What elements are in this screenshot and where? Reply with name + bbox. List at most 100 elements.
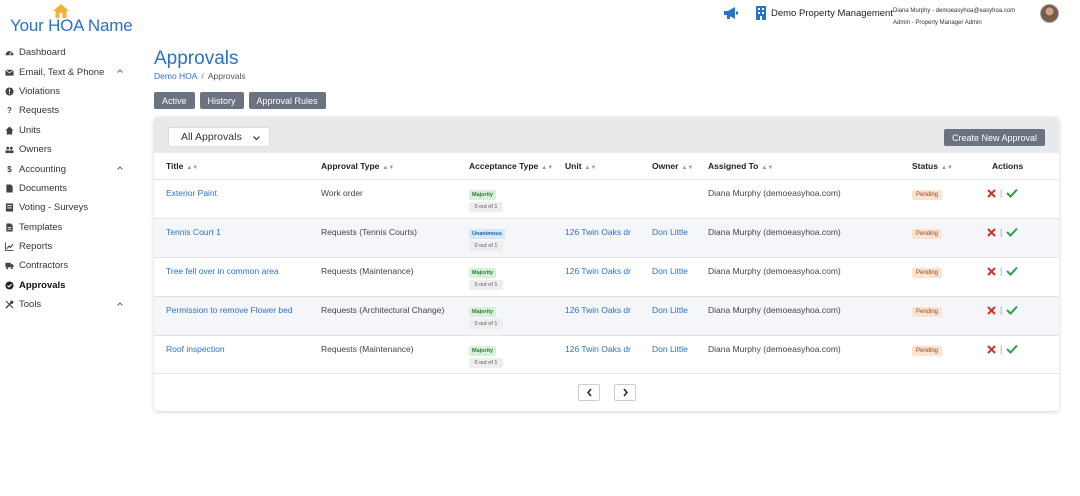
- chevron-up-icon[interactable]: [117, 165, 123, 171]
- sidebar-item-dashboard[interactable]: Dashboard: [0, 43, 135, 62]
- chart-icon: [5, 242, 14, 252]
- chevron-up-icon[interactable]: [117, 68, 123, 74]
- approve-check-icon[interactable]: [1006, 305, 1019, 315]
- reject-x-icon[interactable]: [987, 266, 996, 276]
- column-header-assigned-to[interactable]: Assigned To ▲▼: [708, 161, 773, 171]
- reject-x-icon[interactable]: [987, 344, 996, 354]
- column-header-status[interactable]: Status ▲▼: [912, 161, 953, 171]
- tab-history[interactable]: History: [199, 92, 244, 109]
- assigned-to: Diana Murphy (demoeasyhoa.com): [708, 305, 841, 315]
- action-separator: |: [1000, 227, 1003, 237]
- approval-type: Requests (Maintenance): [321, 266, 414, 276]
- approvals-filter-select[interactable]: All Approvals: [168, 127, 270, 147]
- user-role: Admin - Property Manager Admin: [893, 20, 982, 26]
- action-separator: |: [1000, 305, 1003, 315]
- acceptance-type: Majority 0 out of 1: [469, 188, 503, 212]
- sidebar-item-accounting[interactable]: $ Accounting: [0, 159, 135, 178]
- sidebar-item-templates[interactable]: Templates: [0, 218, 135, 237]
- approve-check-icon[interactable]: [1006, 227, 1019, 237]
- column-header-title[interactable]: Title ▲▼: [166, 161, 198, 171]
- sidebar-item-reports[interactable]: Reports: [0, 237, 135, 256]
- status-badge: Pending: [912, 344, 943, 356]
- approval-title-link[interactable]: Tennis Court 1: [166, 227, 221, 237]
- create-new-approval-button[interactable]: Create New Approval: [943, 129, 1045, 146]
- sidebar-item-label: Owners: [19, 144, 52, 156]
- next-page-button[interactable]: [614, 384, 636, 401]
- tab-active[interactable]: Active: [154, 92, 195, 109]
- unit-link[interactable]: 126 Twin Oaks dr: [565, 266, 631, 276]
- breadcrumb-link-demo-hoa[interactable]: Demo HOA: [154, 71, 198, 81]
- sidebar-item-violations[interactable]: Violations: [0, 82, 135, 101]
- column-header-acceptance-type[interactable]: Acceptance Type ▲▼: [469, 161, 553, 171]
- reject-x-icon[interactable]: [987, 305, 996, 315]
- row-actions: |: [987, 227, 1019, 237]
- owner-link[interactable]: Don Little: [652, 266, 688, 276]
- sort-icon: ▲▼: [186, 165, 199, 171]
- status-badge: Pending: [912, 305, 943, 317]
- sidebar-item-label: Accounting: [19, 163, 67, 175]
- dollar-icon: $: [7, 164, 12, 174]
- row-actions: |: [987, 344, 1019, 354]
- home-icon: [5, 126, 14, 135]
- status-label: Pending: [912, 346, 943, 356]
- sidebar-item-tools[interactable]: Tools: [0, 295, 135, 314]
- breadcrumb-current: Approvals: [207, 71, 246, 81]
- column-header-approval-type[interactable]: Approval Type ▲▼: [321, 161, 394, 171]
- avatar[interactable]: [1040, 4, 1059, 23]
- owner-link[interactable]: Don Little: [652, 344, 688, 354]
- table-row: Tree fell over in common area Requests (…: [154, 257, 1059, 296]
- owner-link[interactable]: Don Little: [652, 227, 688, 237]
- sidebar-item-documents[interactable]: Documents: [0, 179, 135, 198]
- sidebar-item-owners[interactable]: Owners: [0, 140, 135, 159]
- row-actions: |: [987, 188, 1019, 198]
- previous-page-button[interactable]: [578, 384, 600, 401]
- approve-check-icon[interactable]: [1006, 188, 1019, 198]
- approve-check-icon[interactable]: [1006, 266, 1019, 276]
- header-label: Approval Type: [321, 161, 380, 171]
- sidebar-item-label: Approvals: [19, 279, 66, 291]
- approval-title-link[interactable]: Permission to remove Flower bed: [166, 305, 293, 315]
- hoa-logo[interactable]: Your HOA Name: [10, 2, 133, 35]
- sort-icon: ▲▼: [681, 165, 694, 171]
- dashboard-icon: [5, 51, 14, 56]
- unit-link[interactable]: 126 Twin Oaks dr: [565, 344, 631, 354]
- reject-x-icon[interactable]: [987, 227, 996, 237]
- sidebar-item-voting-surveys[interactable]: Voting - Surveys: [0, 198, 135, 217]
- card-header: All Approvals Create New Approval: [154, 117, 1059, 153]
- chevron-up-icon[interactable]: [117, 301, 123, 307]
- reject-x-icon[interactable]: [987, 188, 996, 198]
- sidebar-item-label: Reports: [19, 241, 53, 253]
- assigned-to: Diana Murphy (demoeasyhoa.com): [708, 188, 841, 198]
- sidebar-item-units[interactable]: Units: [0, 121, 135, 140]
- sidebar-item-contractors[interactable]: Contractors: [0, 256, 135, 275]
- approval-title-link[interactable]: Roof inspection: [166, 344, 225, 354]
- sidebar-item-email-text-phone[interactable]: Email, Text & Phone: [0, 62, 135, 81]
- sidebar-item-label: Templates: [19, 221, 63, 233]
- tab-approval-rules[interactable]: Approval Rules: [248, 92, 326, 109]
- sidebar: Dashboard Email, Text & Phone Violations…: [0, 43, 135, 314]
- column-header-unit[interactable]: Unit ▲▼: [565, 161, 596, 171]
- approvals-card: All Approvals Create New Approval Title ▲…: [154, 117, 1059, 411]
- tools-icon: [5, 300, 14, 309]
- sidebar-item-approvals[interactable]: Approvals: [0, 276, 135, 295]
- table-row: Permission to remove Flower bed Requests…: [154, 296, 1059, 335]
- row-actions: |: [987, 266, 1019, 276]
- company-selector[interactable]: Demo Property Management: [756, 6, 893, 20]
- question-icon: ?: [7, 106, 12, 116]
- approve-check-icon[interactable]: [1006, 344, 1019, 354]
- sidebar-item-label: Units: [19, 124, 41, 136]
- column-header-owner[interactable]: Owner ▲▼: [652, 161, 693, 171]
- status-label: Pending: [912, 229, 943, 239]
- unit-link[interactable]: 126 Twin Oaks dr: [565, 227, 631, 237]
- approval-title-link[interactable]: Tree fell over in common area: [166, 266, 279, 276]
- approval-title-link[interactable]: Exterior Paint: [166, 188, 218, 198]
- owner-link[interactable]: Don Little: [652, 305, 688, 315]
- unit-link[interactable]: 126 Twin Oaks dr: [565, 305, 631, 315]
- house-logo-icon: [53, 4, 69, 18]
- sidebar-item-requests[interactable]: ? Requests: [0, 101, 135, 120]
- top-bar: Demo Property Management Diana Murphy - …: [680, 4, 1080, 34]
- assigned-to: Diana Murphy (demoeasyhoa.com): [708, 344, 841, 354]
- megaphone-icon[interactable]: [723, 6, 739, 20]
- company-name: Demo Property Management: [771, 7, 893, 19]
- exclamation-icon: [5, 87, 14, 96]
